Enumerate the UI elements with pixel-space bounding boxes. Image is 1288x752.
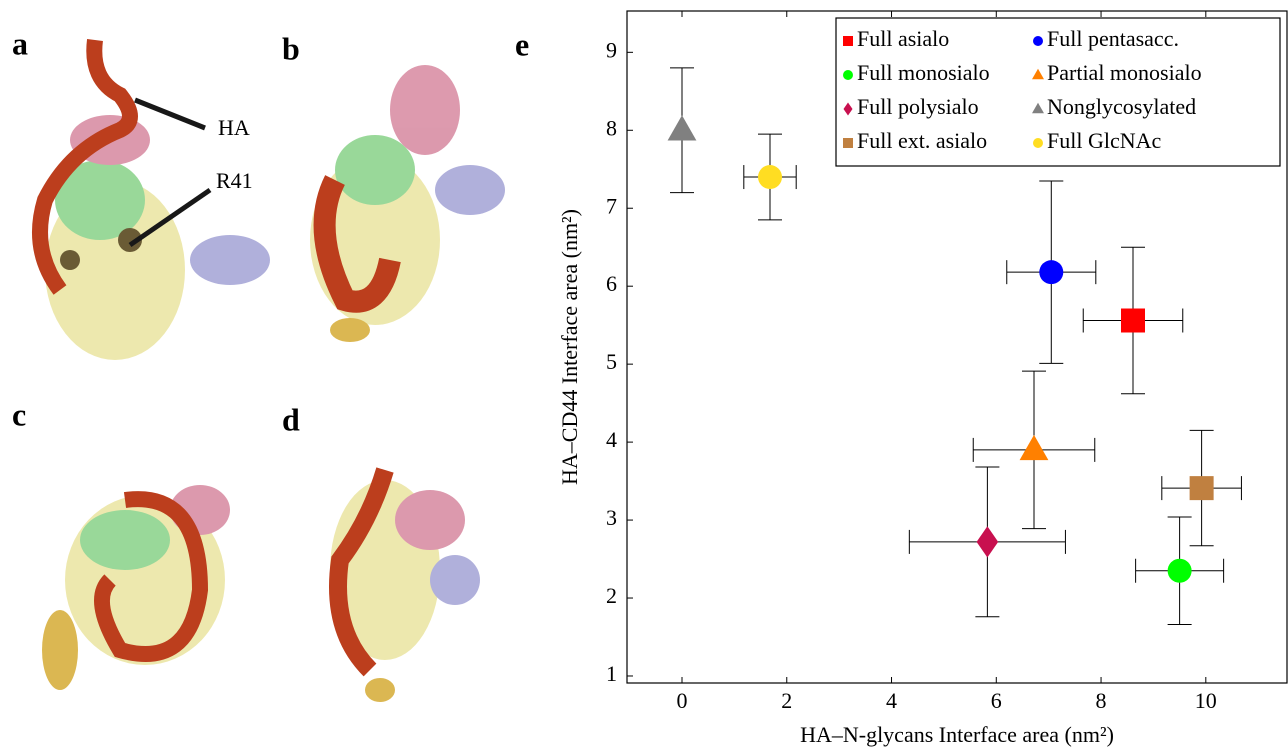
legend-marker [1032, 68, 1044, 80]
y-tick-label: 8 [606, 115, 617, 140]
x-tick-label: 6 [991, 688, 1002, 713]
x-tick-label: 10 [1195, 688, 1217, 713]
panel-label: c [12, 396, 26, 432]
panel-label: d [282, 401, 300, 437]
legend-marker [843, 102, 853, 116]
x-tick-label: 8 [1096, 688, 1107, 713]
marker [667, 115, 697, 141]
y-tick-label: 9 [606, 37, 617, 62]
y-axis-label: HA–CD44 Interface area (nm²) [557, 209, 582, 485]
x-tick-label: 2 [781, 688, 792, 713]
y-tick-label: 4 [606, 427, 617, 452]
legend-marker [843, 138, 853, 148]
marker [1121, 308, 1145, 333]
legend-marker [1033, 138, 1043, 148]
panel-label: a [12, 25, 28, 61]
marker [1019, 434, 1049, 461]
legend-label: Partial monosialo [1047, 60, 1202, 85]
marker [1189, 476, 1214, 501]
y-tick-label: 5 [606, 349, 617, 374]
legend-label: Full monosialo [857, 60, 990, 85]
x-tick-label: 0 [677, 688, 688, 713]
x-tick-label: 4 [886, 688, 897, 713]
plot-frame [626, 10, 1288, 684]
legend-label: Full asialo [857, 26, 949, 51]
legend-marker [843, 70, 853, 80]
marker [1039, 260, 1064, 285]
legend-label: Nonglycosylated [1047, 94, 1196, 119]
marker [976, 526, 999, 558]
molecule-images [32, 39, 505, 702]
y-tick-label: 2 [606, 583, 617, 608]
marker [1167, 558, 1192, 583]
legend-marker [1033, 36, 1043, 46]
legend-box [835, 17, 1281, 167]
legend-label: Full GlcNAc [1047, 128, 1162, 153]
legend-label: Full ext. asialo [857, 128, 987, 153]
y-tick-label: 3 [606, 505, 617, 530]
panel-label: e [515, 26, 529, 62]
panel-label: b [282, 30, 300, 66]
legend-label: Full pentasacc. [1047, 26, 1179, 51]
y-tick-label: 6 [606, 271, 617, 296]
legend-marker [1032, 102, 1044, 114]
marker [758, 165, 782, 190]
y-tick-label: 1 [606, 661, 617, 686]
legend-marker [843, 36, 853, 46]
y-tick-label: 7 [606, 193, 617, 218]
annotation: R41 [216, 168, 253, 193]
annotation: HA [218, 115, 250, 140]
x-axis-label: HA–N-glycans Interface area (nm²) [800, 722, 1114, 747]
legend-label: Full polysialo [857, 94, 979, 119]
